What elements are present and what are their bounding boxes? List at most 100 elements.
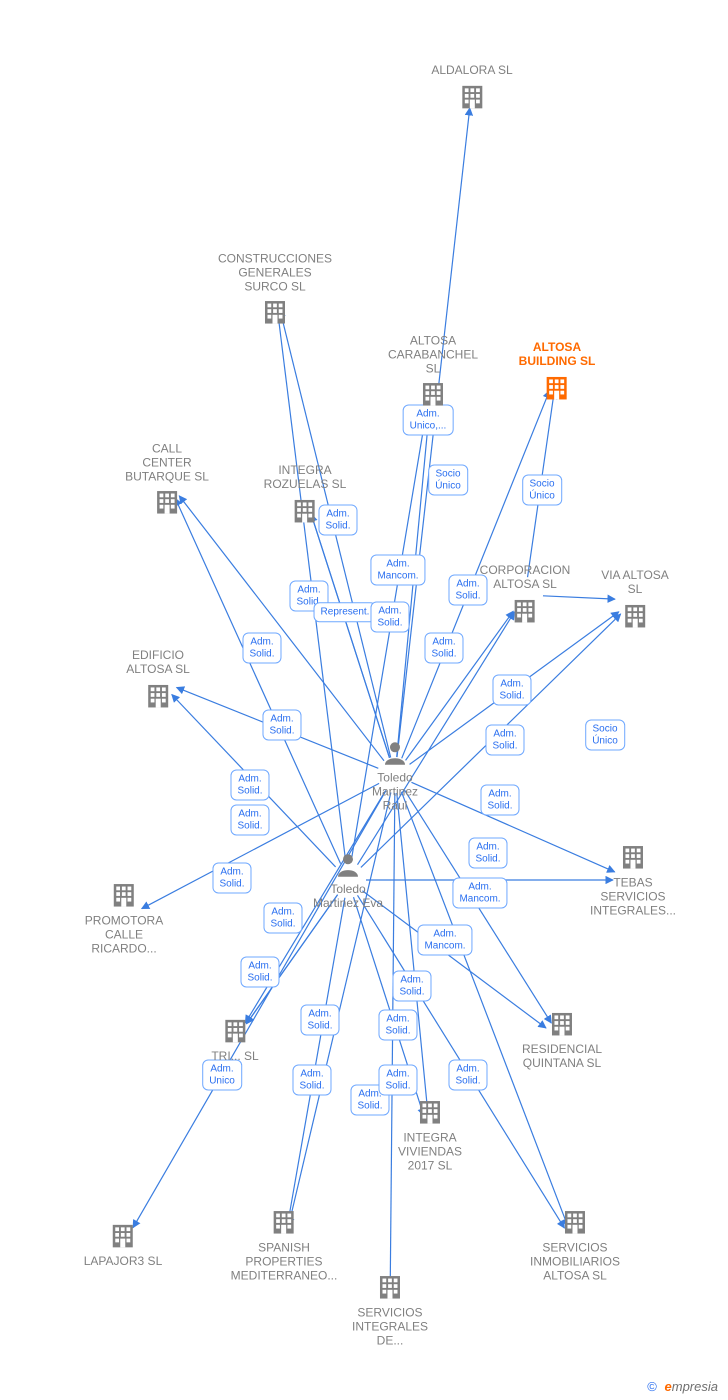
person-icon bbox=[380, 737, 410, 767]
edge-label: Adm. Unico bbox=[202, 1060, 242, 1091]
brand-rest: mpresia bbox=[672, 1379, 718, 1394]
company-node[interactable]: VIA ALTOSA SL bbox=[601, 569, 669, 631]
building-icon bbox=[375, 1272, 405, 1302]
edge-label: Adm. Solid. bbox=[292, 1065, 331, 1096]
edge-label: Adm. Solid. bbox=[262, 710, 301, 741]
edge bbox=[311, 514, 389, 758]
company-node[interactable]: CONSTRUCCIONES GENERALES SURCO SL bbox=[218, 252, 332, 327]
edge-label: Adm. Solid. bbox=[263, 903, 302, 934]
node-label: SERVICIOS INTEGRALES DE... bbox=[352, 1306, 428, 1347]
edge-label: Adm. Solid. bbox=[485, 725, 524, 756]
edge-label: Adm. Mancom. bbox=[452, 878, 507, 909]
edge-label: Adm. Solid. bbox=[240, 957, 279, 988]
node-label: SPANISH PROPERTIES MEDITERRANEO... bbox=[231, 1241, 338, 1282]
person-node[interactable]: Toledo Martinez Eva bbox=[313, 849, 383, 911]
edge bbox=[142, 783, 379, 908]
company-node[interactable]: EDIFICIO ALTOSA SL bbox=[126, 649, 190, 711]
node-label: INTEGRA VIVIENDAS 2017 SL bbox=[398, 1131, 462, 1172]
company-node[interactable]: PROMOTORA CALLE RICARDO... bbox=[85, 880, 163, 955]
node-label: VIA ALTOSA SL bbox=[601, 569, 669, 597]
building-icon bbox=[152, 488, 182, 518]
edge-layer bbox=[0, 0, 728, 1400]
edge bbox=[543, 596, 615, 599]
node-label: ALTOSA CARABANCHEL SL bbox=[388, 334, 478, 375]
building-icon bbox=[547, 1009, 577, 1039]
node-label: TEBAS SERVICIOS INTEGRALES... bbox=[590, 876, 676, 917]
building-icon bbox=[415, 1097, 445, 1127]
person-node[interactable]: Toledo Martinez Raul bbox=[372, 737, 418, 812]
edge bbox=[390, 793, 395, 1290]
company-node[interactable]: TRI... SL bbox=[211, 1016, 258, 1064]
node-label: PROMOTORA CALLE RICARDO... bbox=[85, 914, 163, 955]
company-node[interactable]: LAPAJOR3 SL bbox=[84, 1221, 162, 1269]
edge-label: Adm. Solid. bbox=[448, 575, 487, 606]
brand-initial: e bbox=[665, 1379, 672, 1394]
edge-label: Adm. Solid. bbox=[468, 838, 507, 869]
node-label: EDIFICIO ALTOSA SL bbox=[126, 649, 190, 677]
building-icon bbox=[143, 681, 173, 711]
edge-label: Adm. Solid. bbox=[448, 1060, 487, 1091]
edge-label: Adm. Solid. bbox=[242, 633, 281, 664]
building-icon bbox=[620, 601, 650, 631]
edge-label: Socio Único bbox=[428, 465, 468, 496]
building-icon bbox=[109, 880, 139, 910]
edge-label: Represent. bbox=[314, 602, 377, 622]
building-icon bbox=[290, 496, 320, 526]
person-icon bbox=[333, 849, 363, 879]
edge-label: Adm. Solid. bbox=[318, 505, 357, 536]
edge-label: Adm. Mancom. bbox=[370, 555, 425, 586]
edge-label: Adm. Solid. bbox=[370, 602, 409, 633]
building-icon bbox=[108, 1221, 138, 1251]
edge-label: Adm. Solid. bbox=[212, 863, 251, 894]
company-node[interactable]: RESIDENCIAL QUINTANA SL bbox=[522, 1009, 602, 1071]
edge-label: Adm. Solid. bbox=[392, 971, 431, 1002]
node-label: CONSTRUCCIONES GENERALES SURCO SL bbox=[218, 252, 332, 293]
building-icon bbox=[510, 596, 540, 626]
node-label: CORPORACION ALTOSA SL bbox=[480, 564, 571, 592]
edge-label: Adm. Solid. bbox=[492, 675, 531, 706]
company-node[interactable]: ALDALORA SL bbox=[431, 64, 512, 112]
company-node[interactable]: ALTOSA CARABANCHEL SL bbox=[388, 334, 478, 409]
node-label: ALDALORA SL bbox=[431, 64, 512, 78]
company-node[interactable]: SERVICIOS INMOBILIARIOS ALTOSA SL bbox=[530, 1207, 620, 1282]
node-label: LAPAJOR3 SL bbox=[84, 1255, 162, 1269]
building-icon bbox=[618, 842, 648, 872]
building-icon bbox=[269, 1207, 299, 1237]
building-icon bbox=[260, 298, 290, 328]
building-icon bbox=[457, 82, 487, 112]
copyright-symbol: © bbox=[647, 1379, 657, 1394]
building-icon bbox=[560, 1207, 590, 1237]
edge bbox=[311, 514, 389, 758]
company-node[interactable]: TEBAS SERVICIOS INTEGRALES... bbox=[590, 842, 676, 917]
node-label: SERVICIOS INMOBILIARIOS ALTOSA SL bbox=[530, 1241, 620, 1282]
node-label: INTEGRA ROZUELAS SL bbox=[264, 464, 347, 492]
company-node[interactable]: CORPORACION ALTOSA SL bbox=[480, 564, 571, 626]
edge bbox=[362, 891, 546, 1028]
edge-label: Adm. Solid. bbox=[230, 770, 269, 801]
edge-label: Adm. Solid. bbox=[480, 785, 519, 816]
edge-label: Adm. Solid. bbox=[378, 1065, 417, 1096]
edge-label: Adm. Unico,... bbox=[403, 405, 454, 436]
node-label: RESIDENCIAL QUINTANA SL bbox=[522, 1043, 602, 1071]
company-node[interactable]: INTEGRA VIVIENDAS 2017 SL bbox=[398, 1097, 462, 1172]
company-node[interactable]: ALTOSA BUILDING SL bbox=[519, 341, 596, 403]
node-label: ALTOSA BUILDING SL bbox=[519, 341, 596, 369]
company-node[interactable]: SPANISH PROPERTIES MEDITERRANEO... bbox=[231, 1207, 338, 1282]
edge-label: Socio Único bbox=[585, 720, 625, 751]
company-node[interactable]: SERVICIOS INTEGRALES DE... bbox=[352, 1272, 428, 1347]
edge-label: Socio Único bbox=[522, 475, 562, 506]
building-icon bbox=[542, 373, 572, 403]
edge-label: Adm. Solid. bbox=[378, 1010, 417, 1041]
copyright: © empresia bbox=[647, 1379, 718, 1394]
edge bbox=[133, 791, 386, 1228]
node-label: Toledo Martinez Raul bbox=[372, 771, 418, 812]
node-label: CALL CENTER BUTARQUE SL bbox=[125, 442, 209, 483]
building-icon bbox=[220, 1016, 250, 1046]
edge-label: Adm. Mancom. bbox=[417, 925, 472, 956]
node-label: Toledo Martinez Eva bbox=[313, 883, 383, 911]
edge-label: Adm. Solid. bbox=[230, 805, 269, 836]
edge-label: Adm. Solid. bbox=[300, 1005, 339, 1036]
company-node[interactable]: CALL CENTER BUTARQUE SL bbox=[125, 442, 209, 517]
network-diagram: © empresia Adm. Solid. Adm. Solid. Adm. Un… bbox=[0, 0, 728, 1400]
edge bbox=[287, 898, 344, 1226]
